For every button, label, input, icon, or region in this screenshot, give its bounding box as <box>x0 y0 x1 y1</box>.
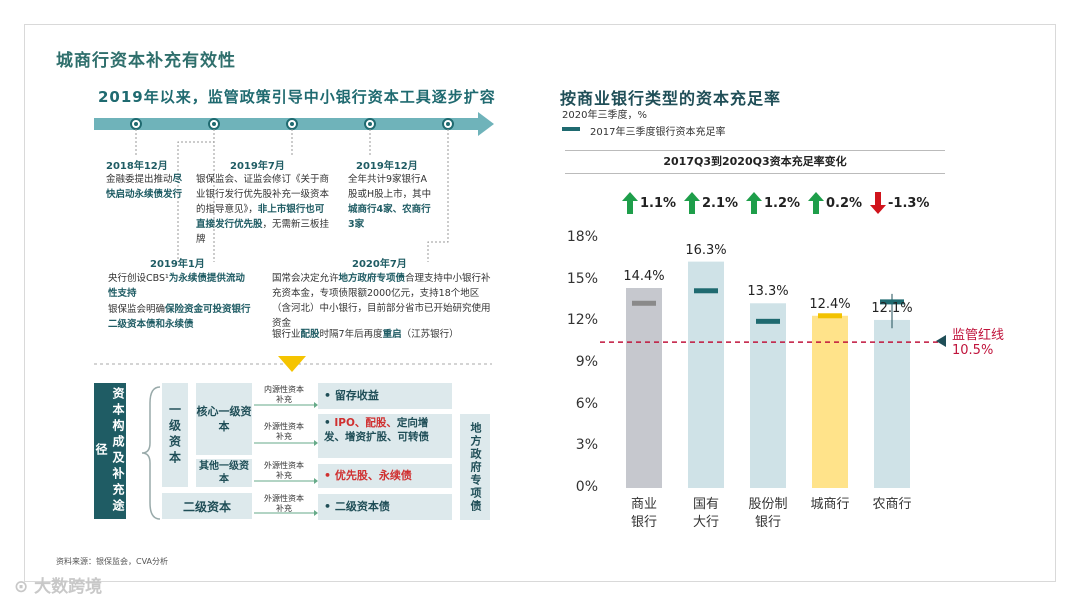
bar-chart <box>600 261 940 488</box>
y-tick-label: 9% <box>575 354 598 370</box>
category-label: 国有 大行 <box>692 497 719 530</box>
page-title: 城商行资本补充有效性 <box>56 51 236 71</box>
change-value: 1.1% <box>640 195 677 211</box>
structure-arrows <box>254 402 318 516</box>
timeline-text-2020-07-b: 银行业配股时隔7年后再度重启（江苏银行） <box>272 329 459 340</box>
legend-label: 2017年三季度银行资本充足率 <box>590 127 726 138</box>
timeline-dot <box>208 118 220 130</box>
marker-2017q3 <box>880 299 904 305</box>
timeline-text-2019-07: 银保监会、证监会修订《关于商业银行发行优先股补充一级资本的指导意见》，非上市银行… <box>196 174 330 245</box>
timeline-text-2019-01: 央行创设CBS¹为永续债提供流动性支持 <box>108 273 245 299</box>
bar <box>688 261 724 488</box>
core-tier1-label: 核心一级资本 <box>196 383 252 455</box>
external-label-2: 外源性资本补充 <box>264 461 304 480</box>
timeline-dot <box>286 118 298 130</box>
redline-value: 10.5% <box>952 343 994 358</box>
change-indicator: 2.1% <box>684 192 738 214</box>
brace-icon <box>141 386 161 520</box>
yellow-triangle-icon <box>278 356 306 372</box>
value-label: 12.4% <box>809 296 851 312</box>
timeline-date-2019-12: 2019年12月 <box>356 161 418 172</box>
y-tick-label: 15% <box>566 270 598 287</box>
category-label: 股份制 银行 <box>748 497 788 530</box>
change-value: 1.2% <box>764 195 801 211</box>
marker-2017q3 <box>818 313 842 319</box>
local-gov-bond-label: 地方政府专项债 <box>460 414 490 520</box>
bar <box>750 303 786 488</box>
legend-marker <box>562 127 580 131</box>
chart-subtitle: 2020年三季度，% <box>562 110 647 121</box>
timeline-dot <box>442 118 454 130</box>
y-tick-label: 18% <box>566 229 598 245</box>
tier2-label: 二级资本 <box>162 493 252 519</box>
marker-2017q3 <box>632 300 656 306</box>
value-label: 13.3% <box>747 284 789 300</box>
timeline-connector <box>427 129 449 262</box>
redline-pointer-icon <box>936 335 946 347</box>
bar <box>626 288 662 488</box>
arrow-up-icon <box>808 192 824 214</box>
y-tick-label: 6% <box>575 395 598 412</box>
path-preferred-perpetual: • 优先股、永续债 <box>318 464 452 488</box>
timeline-connector <box>177 129 215 262</box>
timeline-dot <box>130 118 142 130</box>
change-value: -1.3% <box>888 195 930 211</box>
y-tick-label: 12% <box>566 312 598 329</box>
timeline-text-2018-12: 金融委提出推动尽快启动永续债发行 <box>106 174 183 200</box>
path-tier2-bond: • 二级资本债 <box>318 494 452 520</box>
marker-2017q3 <box>756 318 780 324</box>
marker-2017q3 <box>694 288 718 294</box>
change-indicator: 1.2% <box>746 192 800 214</box>
chart-title: 按商业银行类型的资本充足率 <box>560 89 782 108</box>
arrow-down-icon <box>870 192 886 214</box>
path-equity-issuance: • IPO、配股、定向增发、增资扩股、可转债 <box>318 414 452 458</box>
tier1-label: 一级资本 <box>162 383 188 487</box>
timeline-text-2020-07: 国常会决定允许地方政府专项债合理支持中小银行补充资本金，专项债限额2000亿元，… <box>272 273 491 329</box>
timeline-dot <box>364 118 376 130</box>
timeline-graphic <box>94 112 494 262</box>
arrow-up-icon <box>746 192 762 214</box>
other-tier1-label: 其他一级资本 <box>196 459 252 487</box>
y-tick-label: 0% <box>575 479 598 495</box>
watermark: ⊙ 大数跨境 <box>14 577 103 597</box>
change-title: 2017Q3到2020Q3资本充足率变化 <box>565 150 945 174</box>
source-note: 资料来源：银保监会，CVA分析 <box>56 557 169 566</box>
change-value: 2.1% <box>702 195 739 211</box>
timeline-date-2019-07: 2019年7月 <box>230 161 285 172</box>
arrow-up-icon <box>622 192 638 214</box>
path-retained-earnings: • 留存收益 <box>318 383 452 409</box>
category-label: 农商行 <box>872 497 912 512</box>
bar <box>874 319 910 488</box>
timeline-text-2019-01-b: 银保监会明确保险资金可投资银行二级资本债和永续债 <box>108 304 251 330</box>
timeline-date-2018-12: 2018年12月 <box>106 161 168 172</box>
y-tick-label: 3% <box>575 437 598 454</box>
category-label: 城商行 <box>810 497 850 512</box>
change-indicator: 0.2% <box>808 192 862 214</box>
left-subtitle: 2019年以来，监管政策引导中小银行资本工具逐步扩容 <box>98 88 496 106</box>
value-label: 16.3% <box>685 242 727 258</box>
value-label: 14.4% <box>623 269 665 284</box>
value-label: 12.1% <box>871 300 913 316</box>
bar <box>812 315 848 488</box>
external-label-3: 外源性资本补充 <box>264 494 304 513</box>
redline-label: 监管红线 <box>952 328 1005 343</box>
structure-side-label: 资本构成及补充途径 <box>94 383 126 519</box>
category-label: 商业 银行 <box>630 497 657 530</box>
section-divider <box>94 356 492 372</box>
timeline-date-2020-07: 2020年7月 <box>352 259 407 270</box>
timeline-text-2019-12: 全年共计9家银行A股或H股上市，其中城商行4家、农商行3家 <box>348 174 432 230</box>
timeline-date-2019-01: 2019年1月 <box>150 259 205 270</box>
internal-label-1: 内源性资本补充 <box>264 385 304 404</box>
change-value: 0.2% <box>826 195 863 211</box>
change-indicator: 1.1% <box>622 192 676 214</box>
arrow-up-icon <box>684 192 700 214</box>
change-indicator: -1.3% <box>870 192 929 214</box>
external-label-1: 外源性资本补充 <box>264 422 304 441</box>
